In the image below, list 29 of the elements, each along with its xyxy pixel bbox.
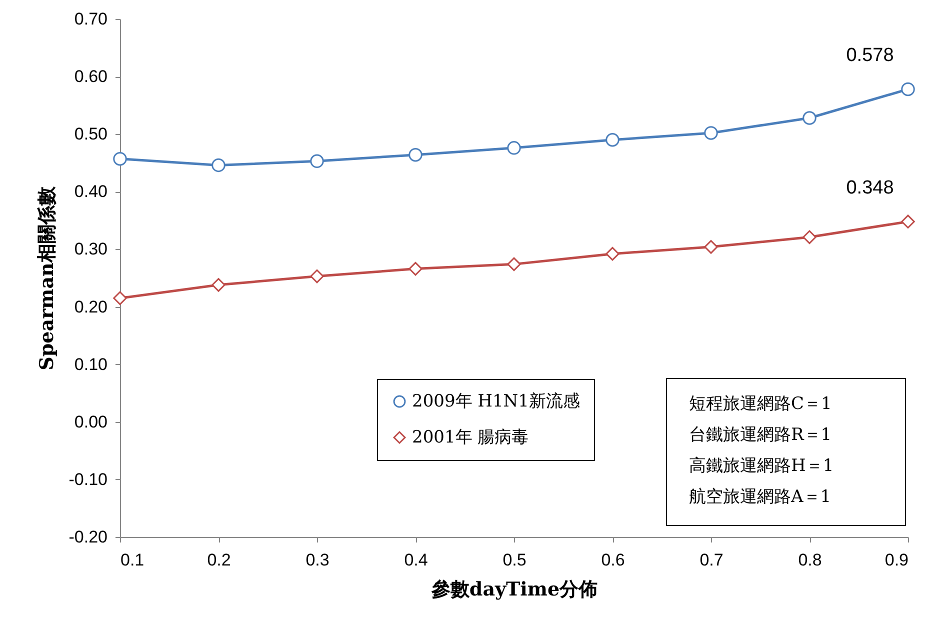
y-tick-label: 0.50 bbox=[74, 124, 108, 144]
data-label: 0.578 bbox=[846, 45, 894, 66]
x-tick-label: 0.3 bbox=[306, 550, 330, 570]
x-tick-label: 0.7 bbox=[700, 550, 724, 570]
x-tick-label: 0.6 bbox=[601, 550, 625, 570]
y-tick-label: 0.10 bbox=[74, 354, 108, 374]
x-tick-label: 0.1 bbox=[120, 550, 144, 570]
y-tick-label: -0.20 bbox=[68, 528, 108, 546]
y-tick-label: 0.60 bbox=[74, 67, 108, 86]
x-axis-title: 參數dayTime分佈 bbox=[430, 578, 598, 600]
legend-label: 2001年 腸病毒 bbox=[412, 428, 529, 448]
legend-label: 2009年 H1N1新流感 bbox=[412, 392, 580, 412]
y-axis-title: Spearman相關係數 bbox=[36, 186, 58, 370]
x-tick-label: 0.8 bbox=[798, 550, 822, 570]
annotation: 高鐵旅運網路H＝1 bbox=[689, 455, 835, 478]
annotation: 台鐵旅運網路R＝1 bbox=[689, 424, 833, 447]
x-tick-label: 0.5 bbox=[502, 550, 526, 570]
x-tick-label: 0.4 bbox=[404, 550, 428, 570]
annotation: 航空旅運網路A＝1 bbox=[689, 486, 832, 509]
y-tick-label: 0.70 bbox=[74, 10, 108, 28]
data-label: 0.348 bbox=[846, 178, 894, 199]
y-tick-label: -0.10 bbox=[68, 470, 108, 489]
x-tick-label: 0.2 bbox=[207, 550, 231, 570]
y-tick-label: 0.40 bbox=[74, 182, 108, 202]
annotation: 短程旅運網路C＝1 bbox=[689, 393, 833, 416]
x-tick-label: 0.9 bbox=[884, 550, 908, 570]
y-tick-label: 0.20 bbox=[74, 297, 108, 316]
y-tick-label: 0.30 bbox=[74, 240, 108, 259]
y-tick-label: 0.00 bbox=[74, 412, 108, 432]
